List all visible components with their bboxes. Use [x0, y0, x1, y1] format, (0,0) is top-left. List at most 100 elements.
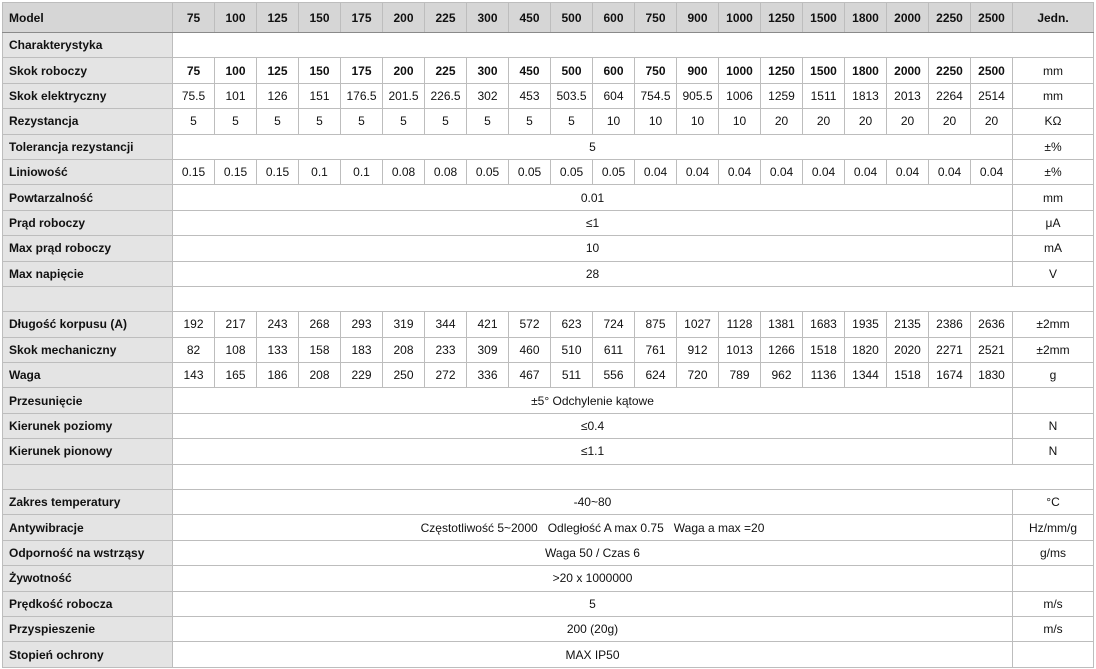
unit-cell: ±2mm: [1012, 336, 1094, 364]
spanning-value-cell: 0.01: [172, 184, 1013, 211]
table-row: Przyspieszenie 200 (20g) m/s: [2, 615, 1094, 643]
unit-cell: mA: [1012, 235, 1094, 262]
value-cell: 75: [172, 57, 215, 84]
row-label: Kierunek poziomy: [2, 412, 173, 440]
unit-cell: ±%: [1012, 133, 1094, 160]
table-row: Rezystancja 5 5 5 5 5 5 5 5 5 5 10 10 10 10 20 20 20 20 20 2…: [2, 108, 1094, 135]
table-row: Odporność na wstrząsy Waga 50 / Czas 6 g/m…: [2, 539, 1094, 567]
value-cell: 2500: [970, 57, 1013, 84]
header-model-500: 500: [550, 2, 593, 33]
spanning-value-cell: 5: [172, 590, 1013, 617]
value-cell: 0.04: [718, 158, 761, 186]
value-cell: 309: [466, 336, 509, 364]
value-cell: 750: [634, 57, 677, 84]
value-cell: 183: [340, 336, 383, 364]
header-model-100: 100: [214, 2, 257, 33]
row-label: Charakterystyka: [2, 31, 173, 59]
value-cell: 1800: [844, 57, 887, 84]
value-cell: 302: [466, 82, 509, 110]
row-label: [2, 463, 173, 491]
value-cell: 875: [634, 311, 677, 338]
spanning-value-cell: MAX IP50: [172, 641, 1013, 668]
header-model-1250: 1250: [760, 2, 803, 33]
value-cell: 0.04: [760, 158, 803, 186]
unit-cell: g/ms: [1012, 539, 1094, 567]
value-cell: 789: [718, 362, 761, 389]
table-row: Max prąd roboczy 10 mA: [2, 235, 1094, 262]
value-cell: 1344: [844, 362, 887, 389]
table-row: Stopień ochrony MAX IP50: [2, 641, 1094, 668]
value-cell: 724: [592, 311, 635, 338]
value-cell: 20: [886, 108, 929, 135]
value-cell: 233: [424, 336, 467, 364]
value-cell: 5: [256, 108, 299, 135]
value-cell: 0.04: [844, 158, 887, 186]
table-row: Długość korpusu (A) 192 217 243 268 293 319 344…: [2, 311, 1094, 338]
value-cell: 5: [466, 108, 509, 135]
value-cell: 293: [340, 311, 383, 338]
value-cell: 20: [970, 108, 1013, 135]
header-model-75: 75: [172, 2, 215, 33]
table-row: Skok roboczy 75 100 125 150 175 200 225 300 450 50…: [2, 57, 1094, 84]
unit-cell: ±2mm: [1012, 311, 1094, 338]
value-cell: 572: [508, 311, 551, 338]
value-cell: 1128: [718, 311, 761, 338]
unit-cell: μA: [1012, 209, 1094, 237]
header-model-1800: 1800: [844, 2, 887, 33]
value-cell: 624: [634, 362, 677, 389]
row-label: Skok roboczy: [2, 57, 173, 84]
value-cell: 503.5: [550, 82, 593, 110]
row-label: Max napięcie: [2, 260, 173, 287]
table-row: Waga 143 165 186 208 229 250 272 336 467 511 556 624…: [2, 362, 1094, 389]
value-cell: 10: [592, 108, 635, 135]
value-cell: 453: [508, 82, 551, 110]
header-model-label: Model: [2, 2, 173, 33]
value-cell: 912: [676, 336, 719, 364]
value-cell: 510: [550, 336, 593, 364]
value-cell: 150: [298, 57, 341, 84]
section-blank-cell: [172, 463, 1094, 491]
row-label: Tolerancja rezystancji: [2, 133, 173, 160]
value-cell: 2386: [928, 311, 971, 338]
unit-cell: [1012, 641, 1094, 668]
table-row: Skok elektryczny 75.5 101 126 151 176.5 201.5 2…: [2, 82, 1094, 110]
unit-cell: [1012, 387, 1094, 414]
header-model-2250: 2250: [928, 2, 971, 33]
value-cell: 421: [466, 311, 509, 338]
value-cell: 0.15: [172, 158, 215, 186]
value-cell: 226.5: [424, 82, 467, 110]
value-cell: 176.5: [340, 82, 383, 110]
value-cell: 200: [382, 57, 425, 84]
value-cell: 133: [256, 336, 299, 364]
table-row: Żywotność >20 x 1000000: [2, 565, 1094, 592]
row-label: Skok mechaniczny: [2, 336, 173, 364]
row-label: Zakres temperatury: [2, 489, 173, 516]
header-model-2000: 2000: [886, 2, 929, 33]
unit-cell: ±%: [1012, 158, 1094, 186]
unit-cell: [1012, 565, 1094, 592]
header-model-450: 450: [508, 2, 551, 33]
row-label: Prędkość robocza: [2, 590, 173, 617]
table-row: Przesunięcie ±5° Odchylenie kątowe: [2, 387, 1094, 414]
value-cell: 0.04: [970, 158, 1013, 186]
value-cell: 720: [676, 362, 719, 389]
row-label: Skok elektryczny: [2, 82, 173, 110]
value-cell: 1250: [760, 57, 803, 84]
value-cell: 5: [382, 108, 425, 135]
value-cell: 1136: [802, 362, 845, 389]
value-cell: 1259: [760, 82, 803, 110]
value-cell: 158: [298, 336, 341, 364]
table-row: Skok mechaniczny 82 108 133 158 183 208 233 309 4…: [2, 336, 1094, 364]
value-cell: 300: [466, 57, 509, 84]
row-label: Max prąd roboczy: [2, 235, 173, 262]
value-cell: 962: [760, 362, 803, 389]
value-cell: 0.04: [676, 158, 719, 186]
value-cell: 0.04: [886, 158, 929, 186]
header-model-200: 200: [382, 2, 425, 33]
value-cell: 0.1: [340, 158, 383, 186]
value-cell: 761: [634, 336, 677, 364]
unit-cell: N: [1012, 438, 1094, 465]
table-row: Liniowość 0.15 0.15 0.15 0.1 0.1 0.08 0.08 0.05 0…: [2, 158, 1094, 186]
spanning-value-cell: Waga 50 / Czas 6: [172, 539, 1013, 567]
